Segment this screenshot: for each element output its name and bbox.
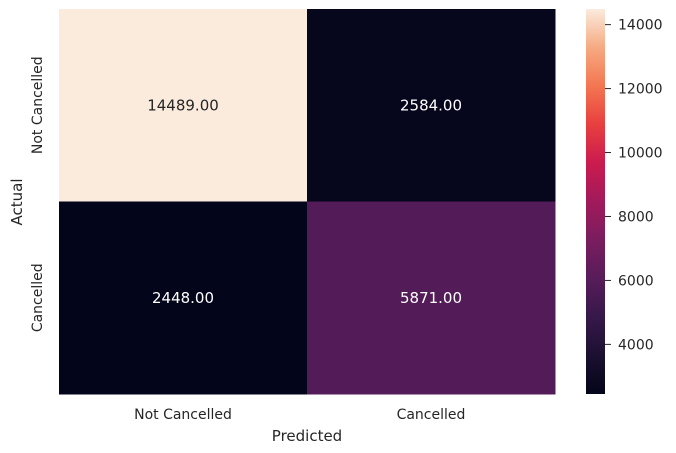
x-axis-label: Predicted bbox=[272, 427, 342, 445]
heatmap-cell bbox=[307, 9, 556, 202]
colorbar-tick-label: 6000 bbox=[618, 273, 654, 289]
cell-annotation: 14489.00 bbox=[147, 96, 219, 114]
heatmap-cell bbox=[59, 9, 308, 202]
colorbar-tick-label: 10000 bbox=[618, 146, 663, 162]
cell-annotation: 2584.00 bbox=[400, 96, 462, 114]
x-tick-label: Not Cancelled bbox=[134, 407, 232, 423]
colorbar bbox=[586, 9, 605, 394]
y-tick-label: Cancelled bbox=[30, 263, 46, 332]
y-tick-label: Not Cancelled bbox=[30, 56, 46, 154]
cell-annotation: 2448.00 bbox=[152, 289, 214, 307]
heatmap-cell bbox=[59, 201, 308, 395]
colorbar-tick-label: 8000 bbox=[618, 209, 654, 225]
colorbar-tick-label: 14000 bbox=[618, 18, 663, 34]
y-axis-label: Actual bbox=[8, 179, 26, 226]
x-tick-label: Cancelled bbox=[397, 407, 466, 423]
colorbar-tick-label: 4000 bbox=[618, 337, 654, 353]
heatmap-cell bbox=[307, 201, 556, 395]
cell-annotation: 5871.00 bbox=[400, 289, 462, 307]
colorbar-tick-label: 12000 bbox=[618, 82, 663, 98]
